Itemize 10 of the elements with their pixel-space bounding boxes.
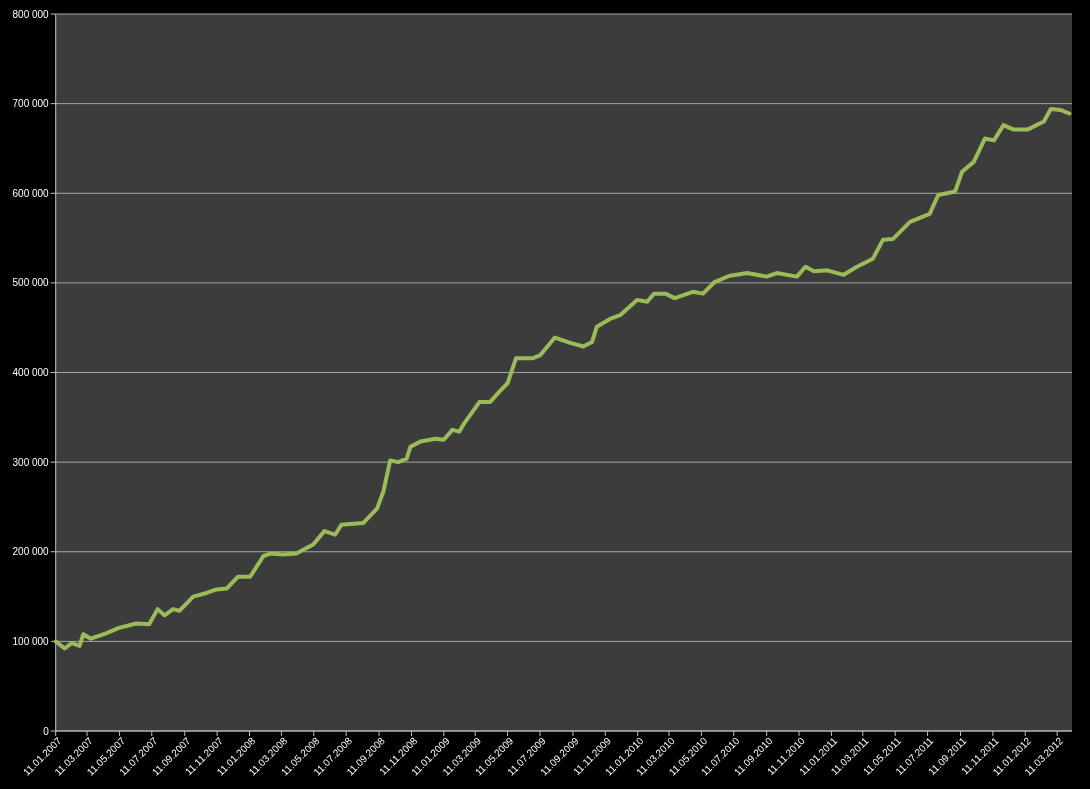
y-tick-label: 800 000: [12, 8, 50, 20]
line-series: [53, 107, 1072, 651]
y-tick-label: 400 000: [12, 367, 50, 378]
y-tick-label: 300 000: [12, 456, 50, 468]
y-tick-label: 700 000: [12, 98, 50, 110]
y-tick-label: 200 000: [12, 546, 50, 558]
y-tick-label: 0: [43, 725, 50, 737]
y-tick-label: 500 000: [12, 277, 50, 289]
y-tick-label: 600 000: [12, 187, 50, 199]
y-tick-label: 100 000: [12, 635, 50, 647]
